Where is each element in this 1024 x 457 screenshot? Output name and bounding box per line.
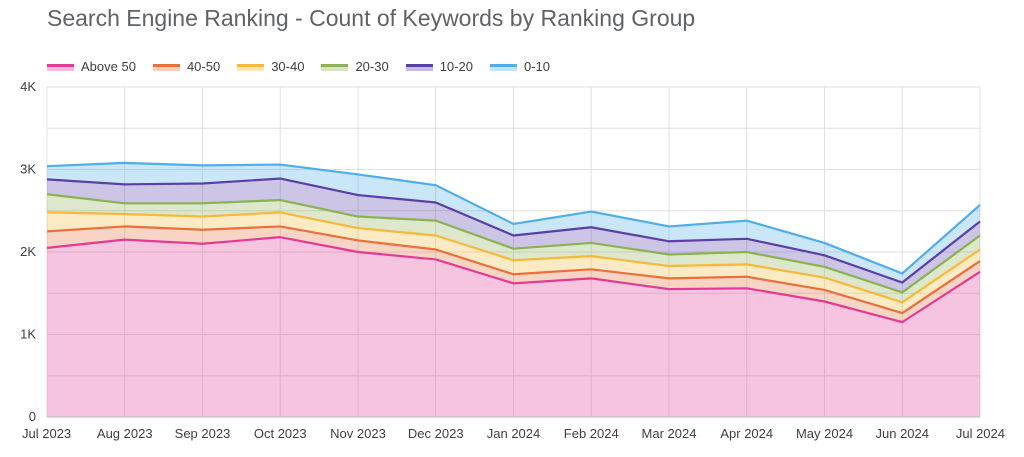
legend-label: 20-30 (355, 59, 389, 74)
x-tick-label: Aug 2023 (97, 426, 153, 441)
x-tick-label: Mar 2024 (642, 426, 697, 441)
series-lines (46, 161, 981, 324)
area-above-50 (47, 237, 980, 417)
x-tick-label: May 2024 (796, 426, 853, 441)
line-0-10 (46, 161, 981, 275)
y-tick-label: 4K (20, 79, 36, 94)
legend-swatch (47, 63, 74, 71)
x-tick-label: Jan 2024 (487, 426, 541, 441)
x-tick-label: Jul 2023 (22, 426, 71, 441)
chart-legend: Above 50 40-50 30-40 20-30 10-20 0-10 (47, 59, 567, 74)
y-tick-label: 3K (20, 162, 36, 177)
x-tick-label: Jun 2024 (876, 426, 930, 441)
y-tick-label: 1K (20, 327, 36, 342)
x-tick-label: Nov 2023 (330, 426, 386, 441)
legend-item: 10-20 (405, 59, 473, 74)
legend-swatch (321, 63, 349, 71)
area-30-40 (47, 212, 980, 314)
line-above-50 (46, 236, 981, 324)
line-30-40 (46, 211, 981, 304)
legend-label: 40-50 (186, 59, 221, 74)
line-20-30 (46, 193, 981, 294)
x-tick-label: Jul 2024 (956, 426, 1005, 441)
x-tick-label: Apr 2024 (720, 426, 773, 441)
legend-item: 0-10 (489, 59, 550, 74)
legend-item: 20-30 (321, 59, 389, 74)
legend-label: 10-20 (439, 59, 473, 74)
chart-title: Search Engine Ranking - Count of Keyword… (47, 5, 696, 31)
legend-swatch (489, 63, 517, 71)
x-tick-labels: Jul 2023 Aug 2023 Sep 2023 Oct 2023 Nov 2023… (22, 426, 1005, 441)
legend-swatch (237, 63, 265, 71)
y-tick-label: 0 (29, 409, 36, 424)
legend-swatch (152, 63, 180, 71)
line-40-50 (46, 225, 981, 315)
legend-label: 0-10 (523, 59, 550, 74)
legend-item: Above 50 (47, 59, 136, 74)
area-20-30 (47, 194, 980, 303)
x-tick-label: Feb 2024 (564, 426, 619, 441)
legend-swatch (405, 63, 433, 71)
legend-item: 30-40 (237, 59, 304, 74)
area-0-10 (47, 162, 980, 283)
legend-label: Above 50 (81, 59, 136, 74)
line-10-20 (46, 177, 981, 284)
y-tick-label: 2K (20, 244, 36, 259)
x-tick-label: Dec 2023 (408, 426, 464, 441)
x-tick-label: Oct 2023 (254, 426, 307, 441)
x-tick-label: Sep 2023 (175, 426, 231, 441)
legend-label: 30-40 (271, 59, 305, 74)
legend-item: 40-50 (152, 59, 221, 74)
y-tick-labels: 0 1K 2K 3K 4K (20, 79, 36, 424)
